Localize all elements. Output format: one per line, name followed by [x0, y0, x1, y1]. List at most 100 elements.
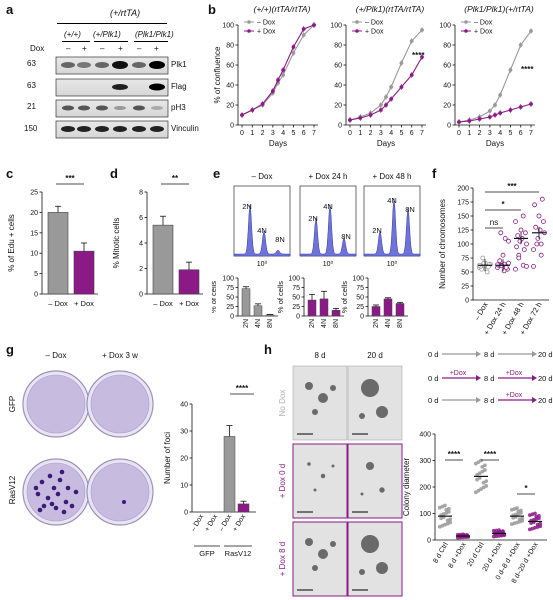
mitotic-y-tick-label: 4 [139, 241, 143, 248]
ploidy-y-tick-label: 75 [292, 285, 300, 292]
growth-x-tick-label: 3 [379, 130, 383, 137]
legend-marker [464, 29, 468, 33]
scheme-end: 20 d [538, 350, 553, 359]
diameter-point [515, 506, 519, 511]
growth-x-tick-label: 7 [420, 130, 424, 137]
blot-label-ph3: pH3 [171, 103, 186, 112]
growth-y-tick-label: 60 [334, 63, 342, 70]
ploidy-y-tick-label: 50 [356, 295, 364, 302]
series-line [241, 24, 315, 116]
chromo-point [521, 247, 527, 252]
colony [379, 487, 385, 493]
colony [361, 379, 379, 397]
colony-row-label: + Dox 0 d [278, 464, 287, 498]
plate-row-label: GFP [8, 396, 17, 412]
panel-d-mitotic-bars: 0 2 4 6 8 % Mitotic cells – Dox + Dox ** [112, 174, 203, 308]
growth-x-tick-label: 5 [399, 130, 403, 137]
ploidy-x-label: 2N [309, 319, 316, 328]
edu-y-tick-label: 25 [30, 190, 38, 197]
growth-y-tick-label: 0 [447, 123, 451, 130]
scheme-end: 20 d [538, 374, 553, 383]
focus [65, 485, 71, 491]
ploidy-y-tick-label: 25 [356, 304, 364, 311]
growth-significance: **** [521, 65, 534, 74]
chromo-significance: * [501, 200, 505, 209]
focus [57, 477, 63, 483]
panel-label-a: a [6, 2, 14, 17]
cell-monolayer [90, 374, 150, 434]
mitotic-bar [152, 224, 174, 295]
hist-axis-tick: 10⁰ [257, 260, 268, 268]
ploidy-y-tick-label: 0 [296, 314, 300, 321]
legend-marker [247, 20, 251, 24]
mitotic-x-label: + Dox [179, 299, 199, 308]
ploidy-bar [395, 303, 405, 317]
growth-x-tick-label: 0 [457, 130, 461, 137]
growth-title: (+/+)(rtTA/rtTA) [254, 4, 311, 14]
ploidy-bar [331, 310, 341, 317]
ploidy-y-label: % of cells [276, 281, 285, 313]
scheme-arrowhead [532, 351, 537, 357]
edu-y-label: % of Edu + cells [7, 214, 16, 272]
diameter-significance: **** [448, 450, 461, 459]
edu-y-tick-label: 20 [30, 210, 38, 217]
focus [35, 491, 41, 497]
colony-row-label: + Dox 8 d [278, 542, 287, 576]
colony-row-label: No Dox [278, 390, 287, 417]
growth-x-tick-label: 6 [519, 130, 523, 137]
colony [312, 565, 318, 571]
growth-x-tick-label: 2 [261, 130, 265, 137]
diameter-significance: **** [484, 450, 497, 459]
colony [305, 382, 313, 390]
panel-f-chromosomes: 0 25 50 75 100 125 150 175 200 Number of chromoso… [438, 182, 549, 337]
foci-y-label: Number of foci [163, 432, 172, 484]
chromo-point [531, 264, 536, 269]
growth-title: (Plk1/Plk1)(+/rtTA) [464, 4, 534, 14]
growth-x-tick-label: 1 [250, 130, 254, 137]
genotype-2: (+/Plk1) [93, 30, 121, 39]
genotype-lines [62, 41, 90, 42]
foci-bar [237, 503, 250, 513]
chromo-y-tick-label: 200 [457, 186, 469, 193]
panel-label-e: e [213, 166, 221, 181]
chromo-y-tick-label: 0 [465, 298, 469, 305]
chromo-point [513, 219, 518, 224]
chromo-point [518, 227, 524, 233]
chromo-y-tick-label: 50 [461, 270, 469, 277]
focus [59, 469, 65, 475]
diameter-x-label: 20 d Ctrl [466, 541, 486, 568]
chromo-point [539, 196, 545, 202]
chromo-point [516, 255, 522, 261]
ploidy-x-label: 8N [267, 319, 274, 328]
chromo-point [514, 244, 519, 250]
colony-image [347, 521, 403, 597]
diameter-y-tick-label: 100 [419, 511, 431, 518]
genotype-1: (+/+) [64, 30, 81, 39]
mitotic-y-tick-label: 0 [139, 292, 143, 299]
edu-bar [73, 250, 95, 295]
chromo-significance: ns [490, 218, 498, 227]
growth-y-tick-label: 40 [443, 83, 451, 90]
chromo-point [534, 241, 540, 247]
growth-x-tick-label: 7 [529, 130, 533, 137]
colony [376, 562, 388, 574]
colony [359, 413, 365, 419]
ploidy-y-tick-label: 50 [226, 295, 234, 302]
growth-x-tick-label: 6 [302, 130, 306, 137]
scheme-start: 0 d [428, 396, 438, 405]
diameter-y-tick-label: 200 [419, 485, 431, 492]
growth-x-tick-label: 4 [498, 130, 502, 137]
ploidy-x-label: 8N [397, 319, 404, 328]
hist-title: – Dox [252, 172, 273, 181]
diameter-point [448, 520, 453, 525]
diameter-y-label: Colony diameter [402, 458, 411, 517]
diameter-point [484, 484, 489, 488]
hist-title: + Dox 24 h [309, 172, 348, 181]
growth-x-tick-label: 3 [488, 130, 492, 137]
colony [360, 492, 364, 496]
mitotic-y-tick-label: 2 [139, 266, 143, 273]
focus [53, 505, 59, 511]
diameter-point [502, 533, 507, 538]
colony [361, 535, 379, 553]
